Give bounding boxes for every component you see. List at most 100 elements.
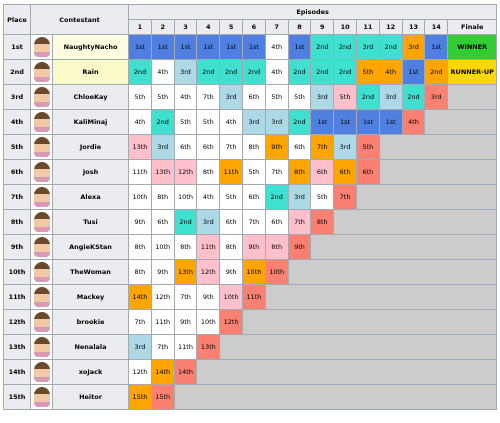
- result: 2nd: [310, 59, 335, 85]
- contestant-row: 5th Jordie 13th 3rd 6th 6th 7th 8th 9th 6th 7th 3rd…: [3, 134, 498, 160]
- place: 10th: [3, 259, 31, 285]
- episode-number: 5: [219, 19, 243, 35]
- episode-number: 3: [173, 19, 198, 35]
- place: 4th: [3, 109, 31, 135]
- avatar: [33, 237, 50, 257]
- result: 11th: [242, 284, 266, 310]
- result: 3rd: [355, 34, 380, 60]
- eliminated-area: [378, 134, 498, 160]
- place: 9th: [3, 234, 31, 260]
- eliminated-area: [173, 384, 498, 410]
- contestant-name: Nenalala: [51, 334, 130, 360]
- result: 7th: [333, 184, 357, 210]
- eliminated-area: [219, 334, 498, 360]
- result: 2nd: [242, 59, 266, 85]
- place: 5th: [3, 134, 31, 160]
- result: 2nd: [287, 109, 312, 135]
- avatar: [33, 362, 50, 382]
- result: 9th: [128, 209, 152, 235]
- result: 10th: [242, 259, 266, 285]
- result: 3rd: [378, 84, 403, 110]
- result: 10th: [264, 259, 289, 285]
- result: 14th: [128, 284, 152, 310]
- result: 7th: [173, 284, 198, 310]
- result: 10th: [219, 284, 243, 310]
- avatar-cell: [30, 184, 53, 210]
- result: 9th: [150, 259, 175, 285]
- result: 8th: [128, 259, 152, 285]
- contestant-name: xoJack: [51, 359, 130, 385]
- result: 9th: [173, 309, 198, 335]
- avatar-cell: [30, 309, 53, 335]
- contestant-name: AngieKStan: [51, 234, 130, 260]
- avatar-cell: [30, 334, 53, 360]
- place-header: Place: [3, 4, 31, 35]
- result: 6th: [219, 209, 243, 235]
- result: 1st: [150, 34, 175, 60]
- avatar-cell: [30, 359, 53, 385]
- result: 1st: [128, 34, 152, 60]
- result: 5th: [355, 134, 380, 160]
- result: 2nd: [287, 59, 312, 85]
- result: 2nd: [424, 59, 449, 85]
- eliminated-area: [287, 259, 498, 285]
- contestant-row: 1st NaughtyNacho 1st 1st 1st 1st 1st 1st 4th 1st 2…: [3, 34, 498, 60]
- place: 7th: [3, 184, 31, 210]
- result: 4th: [401, 109, 426, 135]
- avatar-cell: [30, 84, 53, 110]
- contestant-name: NaughtyNacho: [51, 34, 130, 60]
- place: 12th: [3, 309, 31, 335]
- result: 4th: [128, 109, 152, 135]
- contestant-row: 4th KaliMinaj 4th 2nd 5th 5th 4th 3rd 3rd 2nd 1st 1…: [3, 109, 498, 135]
- avatar: [33, 312, 50, 332]
- contestant-row: 15th Heitor 15th 15th: [3, 384, 498, 410]
- result: 15th: [128, 384, 152, 410]
- contestant-row: 3rd ChloeKay 5th 5th 4th 7th 3rd 6th 5th 5th 3rd 5t…: [3, 84, 498, 110]
- result: 1st: [287, 34, 312, 60]
- result: 8th: [150, 184, 175, 210]
- result: 8th: [173, 234, 198, 260]
- result: 6th: [242, 184, 266, 210]
- eliminated-area: [447, 84, 498, 110]
- result: 8th: [219, 234, 243, 260]
- result: 5th: [264, 84, 289, 110]
- avatar: [33, 87, 50, 107]
- place: 14th: [3, 359, 31, 385]
- result: 3rd: [401, 34, 426, 60]
- result: 10th: [128, 184, 152, 210]
- result: 7th: [242, 209, 266, 235]
- contestant-row: 7th Alexa 10th 8th 10th 4th 5th 6th 2nd 3rd 5th 7th: [3, 184, 498, 210]
- place: 3rd: [3, 84, 31, 110]
- result: 5th: [242, 159, 266, 185]
- result: 7th: [128, 309, 152, 335]
- result: 8th: [242, 134, 266, 160]
- avatar-cell: [30, 109, 53, 135]
- result: 8th: [264, 234, 289, 260]
- place: 13th: [3, 334, 31, 360]
- result: 11th: [150, 309, 175, 335]
- avatar: [33, 287, 50, 307]
- result: 11th: [219, 159, 243, 185]
- avatar-cell: [30, 284, 53, 310]
- result: 7th: [264, 159, 289, 185]
- result: 7th: [196, 84, 221, 110]
- avatar: [33, 137, 50, 157]
- episode-number: 14: [424, 19, 449, 35]
- result: 3rd: [196, 209, 221, 235]
- avatar: [33, 162, 50, 182]
- result: 2nd: [196, 59, 221, 85]
- contestant-name: Rain: [51, 59, 130, 85]
- finale-header: Finale: [447, 19, 498, 35]
- avatar-cell: [30, 134, 53, 160]
- episodes-header: Episodes: [128, 4, 498, 20]
- eliminated-area: [355, 184, 498, 210]
- contestant-row: 8th Tusi 9th 6th 2nd 3rd 6th 7th 6th 7th 8th: [3, 209, 498, 235]
- contestant-name: Josh: [51, 159, 130, 185]
- result: 2nd: [219, 59, 243, 85]
- result: 15th: [150, 384, 175, 410]
- eliminated-area: [424, 109, 498, 135]
- result: 5th: [333, 84, 357, 110]
- result: 14th: [173, 359, 198, 385]
- result: 8th: [196, 159, 221, 185]
- contestant-name: Jordie: [51, 134, 130, 160]
